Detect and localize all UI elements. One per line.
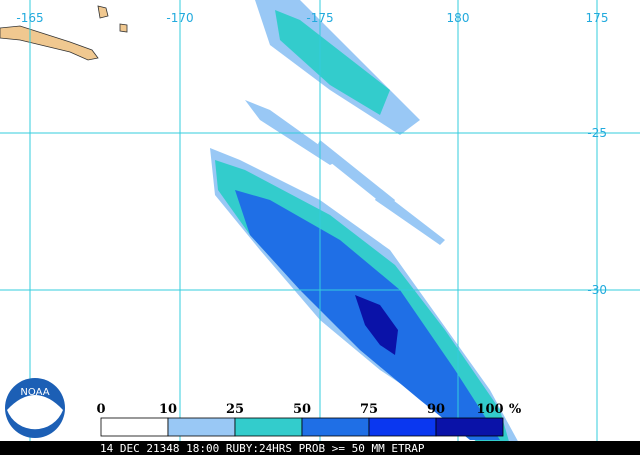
logo-text: NOAA — [20, 387, 49, 398]
legend-label: 0 — [96, 402, 105, 417]
island — [0, 25, 99, 61]
legend-label: 75 — [360, 402, 378, 417]
legend-label: 10 — [159, 402, 177, 417]
lon-label: -175 — [306, 11, 333, 25]
legend-label: 100 — [476, 402, 503, 417]
lon-label: -170 — [166, 11, 193, 25]
lon-label: -165 — [16, 11, 43, 25]
legend-swatch — [301, 417, 370, 437]
lat-label: -25 — [587, 126, 607, 140]
legend-label: 25 — [226, 402, 244, 417]
legend-swatch — [100, 417, 169, 437]
lon-label: 175 — [586, 11, 609, 25]
legend-label: 90 — [427, 402, 445, 417]
lat-label: -30 — [587, 283, 607, 297]
legend-swatch — [234, 417, 303, 437]
legend-unit: % — [509, 402, 522, 417]
island — [97, 5, 128, 33]
footer-text: 14 DEC 21348 18:00 RUBY:24HRS PROB >= 50… — [100, 442, 425, 455]
footer-bar — [0, 441, 640, 455]
legend-swatch — [167, 417, 236, 437]
probability-swath — [210, 0, 520, 445]
noaa-logo: NOAA — [5, 378, 65, 438]
legend-label: 50 — [293, 402, 311, 417]
legend-swatch — [435, 417, 504, 437]
graticule — [0, 0, 640, 441]
lon-label: 180 — [447, 11, 470, 25]
legend-swatch — [368, 417, 437, 437]
